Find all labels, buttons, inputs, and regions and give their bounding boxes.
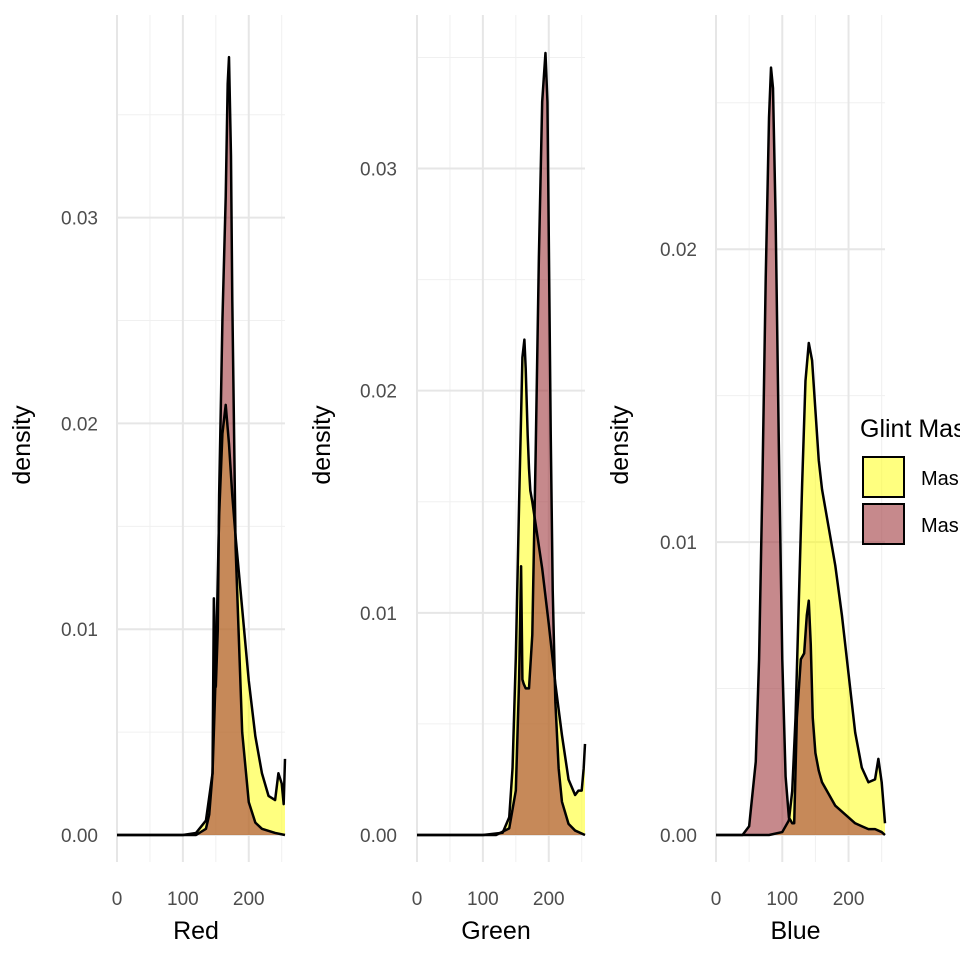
- x-tick-label: 0: [412, 889, 423, 910]
- density-area-mask-0: [117, 404, 285, 835]
- legend-title: Glint Mask: [860, 415, 960, 443]
- x-axis-title: Green: [461, 917, 530, 945]
- density-outline-mask-0: [716, 341, 887, 837]
- legend-label-mask-0: Mask 0: [921, 468, 960, 490]
- density-area-mask-1: [117, 57, 285, 836]
- density-area-mask-0: [716, 342, 885, 835]
- legend: Glint Mask Mask 0 Mask 1: [860, 415, 960, 545]
- red-density-panel: 0 100 200 0.00 0.01 0.02 0.03 Red density: [8, 15, 287, 945]
- y-tick-label: 0.02: [660, 240, 697, 261]
- legend-key-mask-1: [862, 503, 905, 545]
- x-axis-title: Red: [173, 917, 219, 945]
- density-outline-mask-1: [716, 66, 886, 837]
- y-tick-label: 0.01: [360, 604, 397, 625]
- x-tick-label: 0: [711, 889, 722, 910]
- x-tick-label: 100: [167, 889, 199, 910]
- y-tick-label: 0.02: [61, 414, 98, 435]
- y-tick-label: 0.01: [61, 620, 98, 641]
- y-tick-label: 0.01: [660, 533, 697, 554]
- x-tick-label: 0: [112, 889, 123, 910]
- x-tick-label: 100: [766, 889, 798, 910]
- legend-key-mask-0: [862, 456, 905, 498]
- y-axis-title: density: [606, 405, 634, 485]
- y-tick-label: 0.00: [61, 826, 98, 847]
- y-tick-label: 0.02: [360, 382, 397, 403]
- density-outline-mask-0: [417, 338, 587, 837]
- y-tick-label: 0.00: [660, 826, 697, 847]
- blue-density-panel: 0 100 200 0.00 0.01 0.02 Blue density: [606, 15, 887, 945]
- density-area-mask-0: [417, 339, 585, 835]
- x-axis-title: Blue: [770, 917, 820, 945]
- x-tick-label: 200: [233, 889, 265, 910]
- density-area-mask-1: [716, 67, 885, 835]
- x-tick-label: 200: [533, 889, 565, 910]
- x-tick-label: 200: [833, 889, 865, 910]
- y-axis-title: density: [8, 405, 36, 485]
- density-area-mask-1: [417, 53, 585, 835]
- y-tick-label: 0.03: [61, 209, 98, 230]
- y-tick-label: 0.03: [360, 160, 397, 181]
- legend-label-mask-1: Mask 1: [921, 515, 960, 537]
- density-outline-mask-1: [417, 51, 586, 837]
- green-density-panel: 0 100 200 0.00 0.01 0.02 0.03 Green density: [308, 15, 587, 945]
- y-tick-label: 0.00: [360, 826, 397, 847]
- x-tick-label: 100: [467, 889, 499, 910]
- density-outline-mask-1: [117, 55, 286, 837]
- y-axis-title: density: [308, 405, 336, 485]
